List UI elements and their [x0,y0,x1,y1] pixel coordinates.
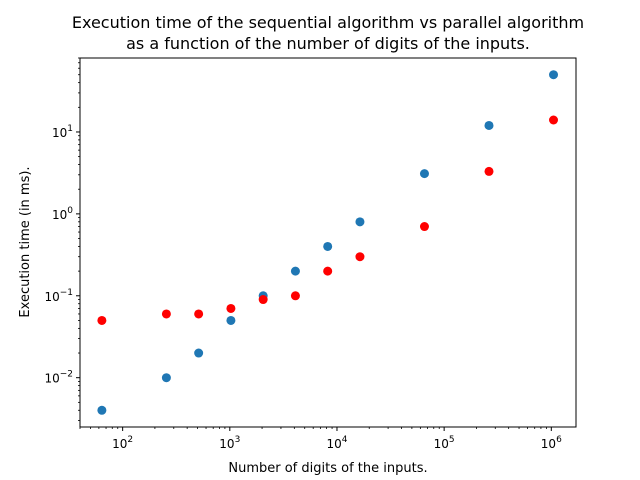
x-tick-label: 103 [219,435,240,451]
y-axis-label: Execution time (in ms). [18,166,33,317]
chart-title-line-2: as a function of the number of digits of… [126,34,530,53]
x-tick-label: 106 [541,435,562,451]
data-point-series-1 [161,373,171,383]
chart-title-line-1: Execution time of the sequential algorit… [72,13,584,32]
y-tick-label: 10−2 [44,370,73,386]
data-point-series-1 [97,405,107,415]
data-point-series-2 [323,266,333,276]
data-point-series-2 [355,252,365,262]
data-point-series-2 [419,222,429,232]
data-point-series-1 [226,315,236,325]
data-point-series-1 [290,266,300,276]
x-tick-label: 102 [112,435,133,451]
data-point-series-2 [484,166,494,176]
x-tick-label: 105 [434,435,455,451]
data-point-series-1 [549,70,559,80]
data-point-series-2 [290,291,300,301]
data-point-series-1 [194,348,204,358]
data-point-series-1 [355,217,365,227]
tick-labels: 102 103 104 105 106 10−2 10−1 100 101 [44,124,562,451]
data-point-series-2 [549,115,559,125]
x-tick-label: 104 [326,435,347,451]
data-point-series-2 [226,303,236,313]
plot-frame [79,57,577,428]
data-point-series-2 [161,309,171,319]
data-point-series-2 [258,295,268,305]
data-point-series-1 [419,169,429,179]
data-point-series-1 [484,120,494,130]
major-ticks [76,131,552,431]
y-tick-label: 100 [52,206,73,222]
data-point-series-2 [97,315,107,325]
data-point-series-1 [323,241,333,251]
y-tick-label: 10−1 [44,288,73,304]
x-axis-label: Number of digits of the inputs. [228,461,427,476]
data-point-series-2 [194,309,204,319]
data-points [97,70,559,415]
y-tick-label: 101 [52,124,73,140]
